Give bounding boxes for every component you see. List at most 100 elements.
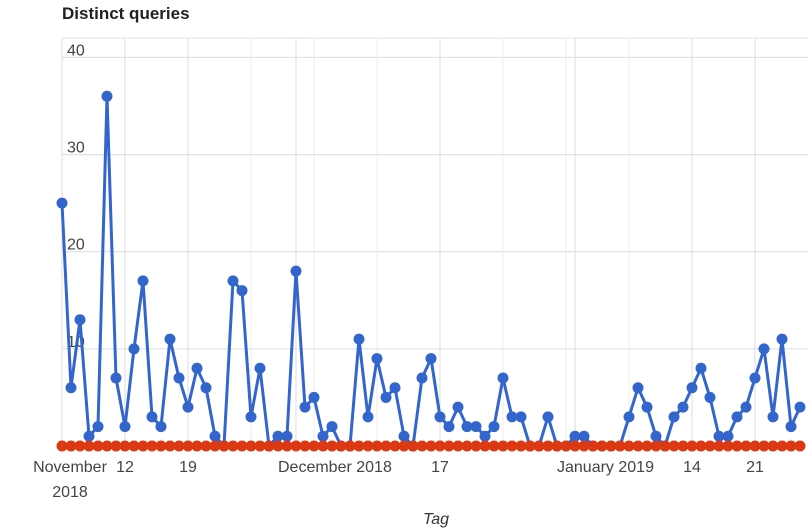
data-point-red bbox=[272, 440, 284, 452]
data-point-red bbox=[731, 440, 743, 452]
data-point-blue bbox=[461, 421, 473, 433]
series bbox=[56, 90, 806, 452]
data-point-red bbox=[290, 440, 302, 452]
data-point-blue bbox=[623, 411, 635, 423]
data-point-blue bbox=[254, 362, 266, 374]
data-point-red bbox=[101, 440, 113, 452]
x-tick-label: 17 bbox=[431, 459, 449, 476]
data-point-blue bbox=[650, 430, 662, 442]
data-point-blue bbox=[119, 421, 131, 433]
data-point-blue bbox=[380, 391, 392, 403]
data-point-red bbox=[749, 440, 761, 452]
data-point-red bbox=[551, 440, 563, 452]
data-point-red bbox=[740, 440, 752, 452]
x-tick-label: January 2019 bbox=[557, 459, 654, 476]
data-point-red bbox=[560, 440, 572, 452]
data-point-blue bbox=[749, 372, 761, 384]
data-point-blue bbox=[632, 382, 644, 394]
data-point-red bbox=[389, 440, 401, 452]
data-point-red bbox=[281, 440, 293, 452]
data-point-blue bbox=[794, 401, 806, 413]
data-point-blue bbox=[506, 411, 518, 423]
data-point-red bbox=[236, 440, 248, 452]
data-point-blue bbox=[578, 430, 590, 442]
data-point-blue bbox=[362, 411, 374, 423]
data-point-red bbox=[254, 440, 266, 452]
data-point-blue bbox=[713, 430, 725, 442]
data-point-blue bbox=[515, 411, 527, 423]
data-point-red bbox=[668, 440, 680, 452]
x-tick-label: 12 bbox=[116, 459, 134, 476]
data-point-red bbox=[767, 440, 779, 452]
data-point-red bbox=[65, 440, 77, 452]
data-point-red bbox=[470, 440, 482, 452]
data-point-blue bbox=[299, 401, 311, 413]
data-point-red bbox=[506, 440, 518, 452]
data-point-blue bbox=[569, 430, 581, 442]
data-point-blue bbox=[731, 411, 743, 423]
data-point-blue bbox=[704, 391, 716, 403]
data-point-blue bbox=[326, 421, 338, 433]
data-point-red bbox=[191, 440, 203, 452]
data-point-red bbox=[587, 440, 599, 452]
data-point-blue bbox=[74, 314, 86, 326]
data-point-red bbox=[353, 440, 365, 452]
data-point-red bbox=[479, 440, 491, 452]
x-tick-label: November bbox=[33, 459, 107, 476]
data-point-blue bbox=[686, 382, 698, 394]
x-tick-label-year: 2018 bbox=[52, 484, 88, 501]
data-point-blue bbox=[155, 421, 167, 433]
x-tick-label: December 2018 bbox=[278, 459, 392, 476]
data-point-red bbox=[164, 440, 176, 452]
data-point-red bbox=[119, 440, 131, 452]
data-point-blue bbox=[452, 401, 464, 413]
data-point-red bbox=[182, 440, 194, 452]
gridlines bbox=[61, 37, 808, 446]
data-point-red bbox=[776, 440, 788, 452]
x-axis-title: Tag bbox=[423, 511, 449, 528]
data-point-red bbox=[641, 440, 653, 452]
data-point-blue bbox=[317, 430, 329, 442]
data-point-blue bbox=[479, 430, 491, 442]
data-point-red bbox=[722, 440, 734, 452]
data-point-blue bbox=[164, 333, 176, 345]
data-point-red bbox=[677, 440, 689, 452]
data-point-red bbox=[299, 440, 311, 452]
data-point-blue bbox=[488, 421, 500, 433]
data-point-red bbox=[335, 440, 347, 452]
data-point-red bbox=[686, 440, 698, 452]
data-point-blue bbox=[56, 197, 68, 209]
data-point-red bbox=[704, 440, 716, 452]
data-point-red bbox=[173, 440, 185, 452]
data-point-blue bbox=[290, 265, 302, 277]
data-point-red bbox=[596, 440, 608, 452]
data-point-red bbox=[74, 440, 86, 452]
x-axis-ticks: November 2018 12 19 December 2018 17 January 2… bbox=[33, 459, 764, 501]
data-point-red bbox=[317, 440, 329, 452]
data-point-blue bbox=[695, 362, 707, 374]
data-point-blue bbox=[128, 343, 140, 355]
data-point-red bbox=[227, 440, 239, 452]
data-point-blue bbox=[776, 333, 788, 345]
data-point-red bbox=[443, 440, 455, 452]
y-tick-label: 40 bbox=[67, 42, 85, 59]
data-point-red bbox=[578, 440, 590, 452]
y-tick-label: 30 bbox=[67, 140, 85, 157]
data-point-red bbox=[497, 440, 509, 452]
data-point-red bbox=[137, 440, 149, 452]
x-tick-label: 14 bbox=[683, 459, 701, 476]
data-point-red bbox=[524, 440, 536, 452]
data-point-red bbox=[362, 440, 374, 452]
data-point-blue bbox=[146, 411, 158, 423]
data-point-blue bbox=[497, 372, 509, 384]
data-point-blue bbox=[371, 353, 383, 365]
data-point-red bbox=[461, 440, 473, 452]
data-point-blue bbox=[308, 391, 320, 403]
data-point-red bbox=[695, 440, 707, 452]
data-point-blue bbox=[668, 411, 680, 423]
data-point-blue bbox=[740, 401, 752, 413]
data-point-blue bbox=[425, 353, 437, 365]
data-point-red bbox=[398, 440, 410, 452]
data-point-red bbox=[146, 440, 158, 452]
